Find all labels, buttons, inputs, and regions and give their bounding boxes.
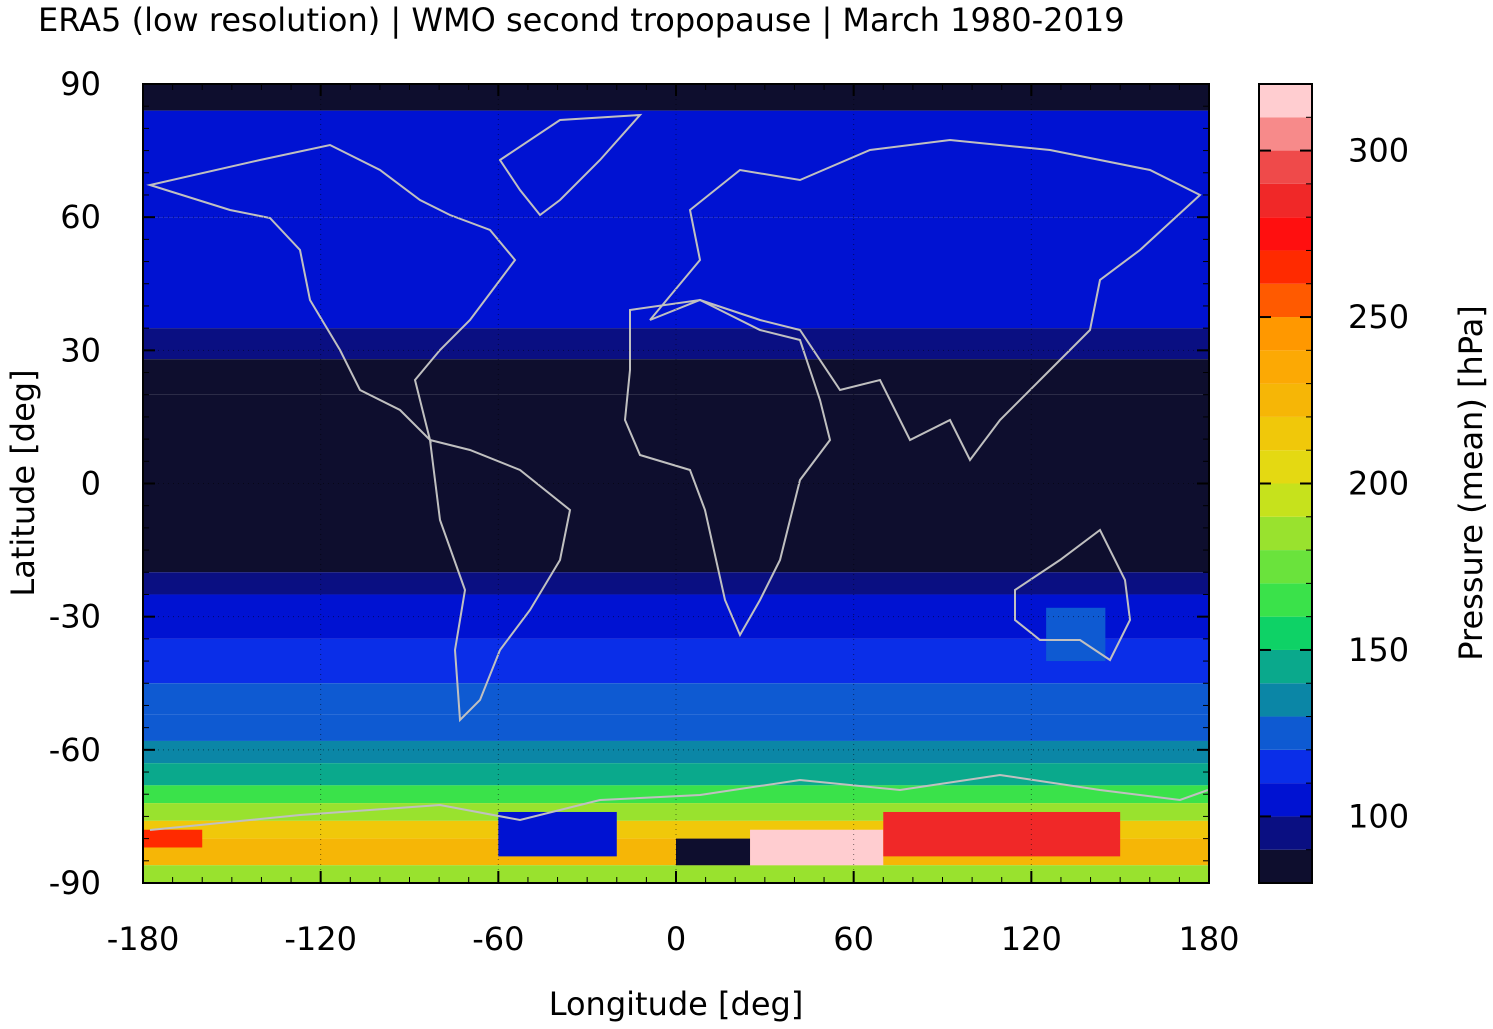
colorbar-swatch-17 xyxy=(1259,283,1312,318)
colorbar-tick-label: 100 xyxy=(1348,797,1409,835)
colorbar-tick-label: 150 xyxy=(1348,631,1409,669)
heatmap-region-2 xyxy=(676,838,751,866)
coastline-africa xyxy=(623,298,832,638)
colorbar-swatch-1 xyxy=(1259,816,1312,850)
heatmap-region-0 xyxy=(750,829,884,866)
x-tick-label: 0 xyxy=(666,920,686,958)
colorbar-tick-label: 200 xyxy=(1348,465,1409,503)
y-tick-label: 0 xyxy=(81,465,101,503)
heatmap-region-1 xyxy=(883,811,1121,857)
x-tick-label: 60 xyxy=(833,920,874,958)
grid-lines xyxy=(143,84,1209,883)
y-tick-label: -30 xyxy=(49,598,101,636)
colorbar-swatch-19 xyxy=(1259,217,1312,251)
heatmap-band-10 xyxy=(143,714,1209,741)
colorbar-swatch-4 xyxy=(1259,716,1312,750)
heatmap-band-1 xyxy=(143,110,1209,218)
heatmap-band-5 xyxy=(143,394,1209,573)
colorbar-swatch-18 xyxy=(1259,250,1312,284)
colorbar-swatch-0 xyxy=(1259,849,1312,883)
y-tick-label: -60 xyxy=(49,731,101,769)
colorbar-swatch-2 xyxy=(1259,783,1312,817)
x-tick-label: 180 xyxy=(1178,920,1239,958)
y-tick-label: 30 xyxy=(60,331,101,369)
colorbar-swatch-3 xyxy=(1259,749,1312,784)
y-tick-label: -90 xyxy=(49,864,101,902)
y-axis-label: Latitude [deg] xyxy=(4,369,42,596)
colorbar-swatch-12 xyxy=(1259,450,1312,484)
colorbar-swatch-20 xyxy=(1259,183,1312,218)
coastline-north-america xyxy=(146,143,517,444)
y-tick-label: 60 xyxy=(60,198,101,236)
colorbar-swatch-15 xyxy=(1259,350,1312,384)
colorbar-swatch-9 xyxy=(1259,550,1312,584)
colorbar-tick-label: 300 xyxy=(1348,132,1409,170)
colorbar-swatch-10 xyxy=(1259,516,1312,551)
heatmap-band-2 xyxy=(143,217,1209,329)
colorbar-swatch-14 xyxy=(1259,383,1312,417)
colorbar-label: Pressure (mean) [hPa] xyxy=(1452,305,1490,660)
x-axis-label: Longitude [deg] xyxy=(549,985,804,1023)
axes: -180 -120 -60 0 60 120 180 90 60 30 0 -30 -60 -90 xyxy=(49,65,1240,958)
colorbar-swatch-21 xyxy=(1259,150,1312,184)
colorbar-tick-label: 250 xyxy=(1348,298,1409,336)
colorbar-swatch-11 xyxy=(1259,483,1312,517)
heatmap-region-4 xyxy=(143,829,203,848)
colorbar-swatch-6 xyxy=(1259,649,1312,684)
heatmap-band-7 xyxy=(143,594,1209,639)
coastline-australia xyxy=(1014,528,1132,662)
heatmap-band-6 xyxy=(143,572,1209,595)
x-tick-label: -120 xyxy=(284,920,357,958)
x-tick-label: -60 xyxy=(472,920,524,958)
x-tick-label: -180 xyxy=(107,920,180,958)
heatmap-region-5 xyxy=(1046,607,1106,662)
coastline-eurasia xyxy=(649,138,1202,462)
colorbar-swatch-7 xyxy=(1259,616,1312,650)
heatmap-band-11 xyxy=(143,740,1209,764)
coastline-greenland xyxy=(498,113,643,217)
colorbar-swatch-8 xyxy=(1259,583,1312,617)
colorbar: 100 150 200 250 300 xyxy=(1258,83,1409,884)
heatmap-band-8 xyxy=(143,638,1209,684)
colorbar-swatch-22 xyxy=(1259,117,1312,151)
coastline-overlay xyxy=(146,113,1209,831)
colorbar-swatch-23 xyxy=(1259,84,1312,118)
y-tick-label: 90 xyxy=(60,65,101,103)
colorbar-swatch-16 xyxy=(1259,317,1312,351)
x-tick-label: 120 xyxy=(1001,920,1062,958)
coastline-antarctica xyxy=(149,773,1209,831)
colorbar-swatch-13 xyxy=(1259,416,1312,451)
heatmap-layer xyxy=(143,84,1209,883)
coastline-south-america xyxy=(428,438,572,723)
chart-title: ERA5 (low resolution) | WMO second tropo… xyxy=(38,1,1125,39)
colorbar-swatch-5 xyxy=(1259,683,1312,717)
